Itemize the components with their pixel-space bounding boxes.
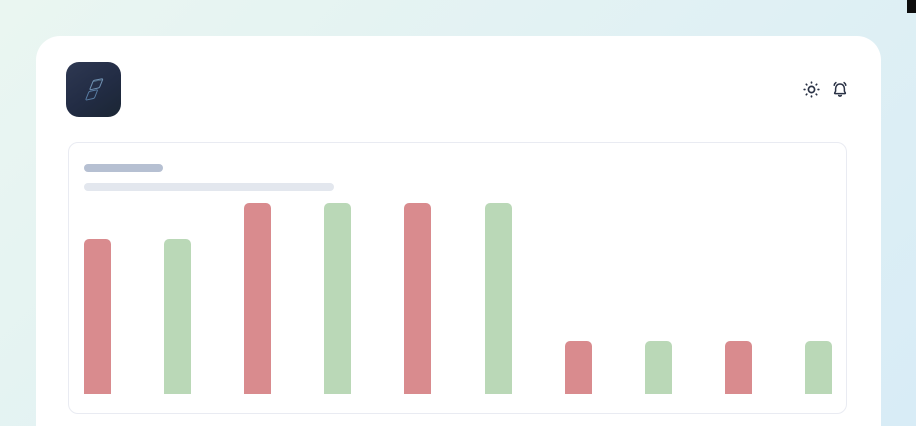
bar-10 <box>804 340 832 394</box>
app-header <box>36 36 881 117</box>
bar-2 <box>164 239 192 394</box>
bar-8 <box>644 340 672 394</box>
bar-6 <box>484 203 512 394</box>
skeleton-title-bar <box>84 164 163 172</box>
sun-icon[interactable] <box>801 80 821 100</box>
bar-1 <box>84 239 111 394</box>
bar-chart <box>84 203 832 394</box>
brand-logo-icon <box>74 70 114 110</box>
skeleton-subtitle-bar <box>84 183 334 191</box>
screen-corner-artifact <box>907 0 916 13</box>
bar-9 <box>724 340 752 394</box>
chart-card <box>68 142 847 414</box>
bar-3 <box>244 203 272 394</box>
app-container <box>36 36 881 426</box>
bar-5 <box>404 203 432 394</box>
header-actions <box>801 80 850 100</box>
bar-7 <box>564 340 592 394</box>
bell-icon[interactable] <box>830 80 850 100</box>
brand-logo[interactable] <box>66 62 121 117</box>
bar-4 <box>324 203 352 394</box>
